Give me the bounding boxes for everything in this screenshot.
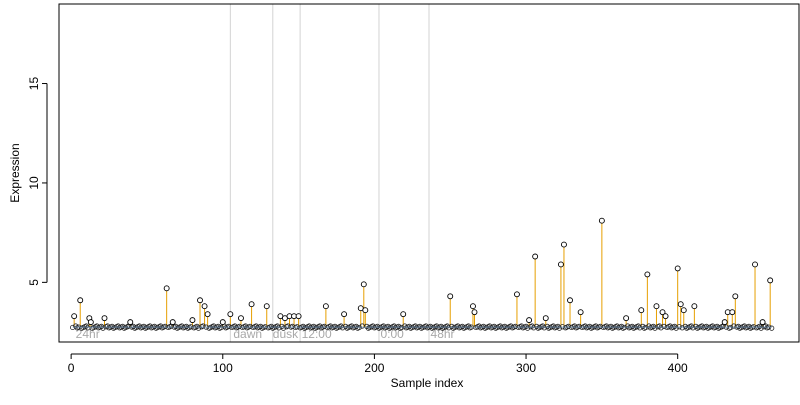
data-point xyxy=(77,297,84,304)
data-point xyxy=(362,307,369,314)
y-tick-label: 15 xyxy=(27,77,41,91)
baseline-point xyxy=(195,325,202,331)
annotation-label: 0:00 xyxy=(380,327,404,341)
baseline-points xyxy=(70,323,775,331)
data-point xyxy=(227,311,234,318)
baseline-point xyxy=(652,325,658,331)
data-point xyxy=(71,313,78,320)
annotation-label: 12:00 xyxy=(302,327,332,341)
data-point xyxy=(557,261,564,268)
data-point xyxy=(532,253,539,260)
y-tick-label: 5 xyxy=(27,279,41,286)
data-point xyxy=(662,313,669,320)
data-point xyxy=(644,271,651,278)
data-point xyxy=(732,293,739,300)
x-axis-label: Sample index xyxy=(391,376,464,390)
divider-lines xyxy=(229,4,430,342)
data-point xyxy=(101,315,108,322)
data-point xyxy=(653,303,660,310)
y-tick-label: 10 xyxy=(27,176,41,190)
baseline-point xyxy=(100,325,106,331)
data-point xyxy=(341,311,348,318)
data-point xyxy=(542,315,549,322)
data-point xyxy=(295,313,302,320)
data-point xyxy=(623,315,630,322)
data-point xyxy=(767,277,774,284)
data-point xyxy=(189,317,196,324)
x-tick-label: 300 xyxy=(516,361,536,375)
data-point xyxy=(638,307,645,314)
baseline-point xyxy=(556,325,563,331)
x-axis: 0 100 200 300 400 xyxy=(68,353,688,375)
data-point xyxy=(561,241,567,248)
data-point xyxy=(567,297,573,304)
data-point xyxy=(526,317,533,324)
data-point xyxy=(677,301,684,308)
plot-frame xyxy=(58,3,800,343)
data-point xyxy=(169,319,176,326)
data-point xyxy=(514,291,520,298)
data-point xyxy=(248,301,255,308)
baseline-point xyxy=(524,325,531,331)
baseline-point xyxy=(658,325,664,331)
baseline-point xyxy=(758,325,764,331)
data-point xyxy=(263,303,270,310)
data-point xyxy=(238,315,244,322)
data-point xyxy=(197,297,203,304)
data-point xyxy=(721,319,728,326)
x-tick-label: 200 xyxy=(364,361,384,375)
baseline-point xyxy=(200,323,206,329)
data-point xyxy=(87,319,94,326)
data-point xyxy=(163,285,170,292)
data-point xyxy=(201,303,208,310)
stems-layer xyxy=(73,220,771,328)
data-point xyxy=(127,319,134,326)
data-point xyxy=(752,261,758,268)
annotation-label: dawn xyxy=(233,327,262,341)
data-point xyxy=(659,309,666,316)
data-point xyxy=(360,281,367,288)
data-point xyxy=(759,319,766,326)
data-point xyxy=(470,303,476,310)
annotation-label: dusk xyxy=(273,327,299,341)
y-axis: 5 10 15 xyxy=(27,77,48,286)
data-point xyxy=(729,309,736,316)
data-point xyxy=(471,309,478,316)
data-point xyxy=(400,311,407,318)
data-point xyxy=(577,309,584,316)
baseline-point xyxy=(769,325,775,331)
x-tick-label: 0 xyxy=(68,361,75,375)
data-point xyxy=(322,303,329,310)
data-point xyxy=(674,265,681,272)
data-point xyxy=(680,307,687,314)
x-tick-label: 100 xyxy=(213,361,233,375)
data-point xyxy=(204,311,211,318)
baseline-point xyxy=(673,325,679,331)
peak-points xyxy=(71,217,774,326)
x-tick-label: 400 xyxy=(668,361,688,375)
data-point xyxy=(691,303,698,310)
data-point xyxy=(598,217,605,224)
annotation-label: 48hr xyxy=(431,327,455,341)
data-point xyxy=(447,293,454,300)
y-axis-label: Expression xyxy=(8,143,22,202)
baseline-point xyxy=(280,325,287,331)
data-point xyxy=(219,319,226,326)
